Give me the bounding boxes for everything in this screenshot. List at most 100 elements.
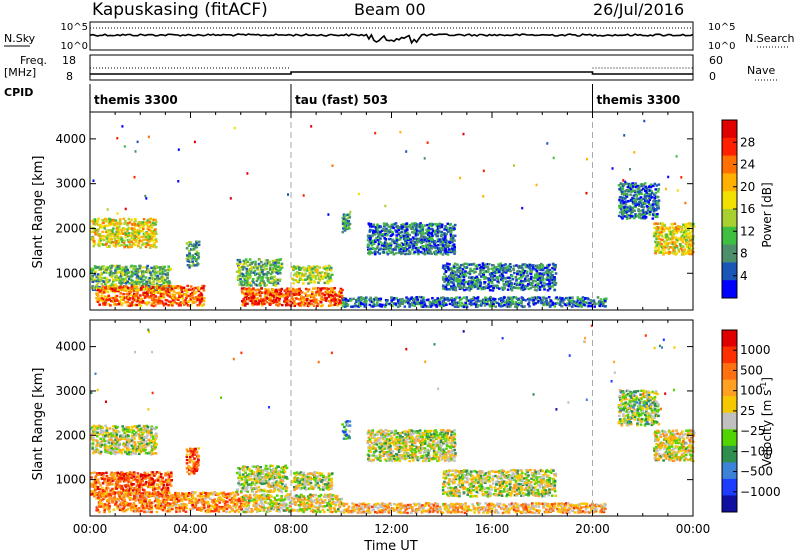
echo-cell: [126, 230, 129, 233]
echo-cell: [503, 283, 506, 286]
echo-cell: [260, 281, 264, 285]
echo-cell: [119, 473, 123, 477]
echo-cell: [488, 285, 491, 289]
echo-cell: [544, 278, 548, 281]
echo-cell: [393, 240, 396, 244]
echo-cell: [492, 284, 496, 287]
echo-cell: [623, 205, 626, 209]
echo-cell: [429, 228, 433, 231]
echo-cell: [160, 277, 164, 280]
echo-cell: [157, 266, 160, 269]
echo-cell: [421, 226, 425, 229]
echo-cell: [402, 236, 406, 239]
echo-cell: [130, 240, 133, 244]
echo-cell: [434, 241, 438, 244]
echo-cell: [497, 268, 501, 271]
echo-cell: [422, 299, 425, 302]
echo-cell: [541, 284, 544, 287]
echo-cell: [263, 298, 266, 301]
echo-cell: [121, 302, 124, 305]
echo-cell: [245, 296, 248, 299]
echo-cell: [654, 246, 657, 249]
echo-cell: [687, 228, 691, 232]
echo-cell: [144, 482, 148, 485]
echo-cell: [387, 247, 390, 251]
echo-cell: [150, 231, 154, 234]
echo-cell: [353, 302, 357, 305]
echo-cell: [193, 264, 196, 267]
echo-cell: [265, 267, 269, 270]
echo-cell: [256, 293, 259, 296]
echo-cell: [141, 221, 145, 224]
echo-cell: [655, 214, 658, 217]
echo-cell: [115, 274, 119, 278]
echo-cell: [174, 286, 178, 289]
echo-cell: [135, 298, 138, 302]
echo-cell: [189, 241, 193, 244]
echo-cell: [285, 297, 289, 301]
echo-cell: [389, 242, 392, 245]
echo-cell: [112, 289, 115, 293]
echo-cell: [299, 275, 302, 278]
echo-cell: [130, 234, 133, 238]
echo-cell: [373, 253, 377, 256]
echo-cell: [342, 301, 345, 304]
echo-cell: [403, 305, 407, 308]
echo-cell: [397, 228, 400, 232]
echo-cell: [147, 225, 150, 229]
echo-cell: [268, 262, 271, 265]
echo-cell: [248, 276, 252, 280]
echo-cell: [417, 223, 421, 227]
echo-cell: [631, 202, 635, 205]
echo-cell: [646, 195, 649, 198]
echo-cell: [251, 293, 254, 297]
echo-cell: [100, 292, 104, 295]
echo-cell: [132, 230, 135, 233]
echo-cell: [508, 279, 512, 283]
echo-cell: [531, 281, 534, 285]
echo-cell: [508, 263, 512, 266]
echo-cell: [104, 480, 107, 483]
scatter-point: [552, 156, 555, 160]
echo-cell: [128, 430, 131, 433]
echo-cell: [492, 297, 495, 300]
echo-cell: [438, 300, 441, 304]
echo-cell: [103, 271, 106, 274]
echo-cell: [242, 263, 245, 266]
echo-cell: [547, 285, 551, 288]
echo-cell: [415, 227, 418, 230]
echo-cell: [436, 223, 440, 226]
echo-cell: [124, 289, 128, 292]
echo-cell: [137, 232, 141, 235]
echo-cell: [461, 273, 464, 276]
echo-cell: [543, 266, 547, 270]
echo-cell: [134, 293, 137, 297]
echo-cell: [119, 280, 122, 283]
echo-cell: [189, 303, 193, 307]
echo-cell: [364, 298, 367, 302]
echo-cell: [278, 293, 281, 296]
echo-cell: [114, 303, 118, 306]
echo-cell: [677, 248, 680, 251]
echo-cell: [423, 301, 426, 304]
echo-cell: [123, 243, 126, 246]
echo-cell: [648, 196, 651, 199]
echo-cell: [154, 266, 157, 270]
echo-cell: [501, 272, 504, 276]
echo-cell: [154, 291, 158, 294]
echo-cell: [111, 441, 114, 445]
echo-cell: [148, 246, 152, 249]
echo-cell: [92, 432, 96, 436]
echo-cell: [262, 301, 265, 304]
echo-cell: [318, 276, 322, 280]
echo-cell: [392, 226, 395, 230]
echo-cell: [130, 428, 134, 431]
echo-cell: [130, 302, 134, 306]
echo-cell: [509, 269, 512, 273]
echo-cell: [177, 291, 180, 294]
echo-cell: [657, 250, 660, 254]
scatter-point: [585, 191, 588, 195]
echo-cell: [147, 430, 150, 433]
echo-cell: [101, 300, 105, 303]
echo-cell: [105, 474, 109, 478]
